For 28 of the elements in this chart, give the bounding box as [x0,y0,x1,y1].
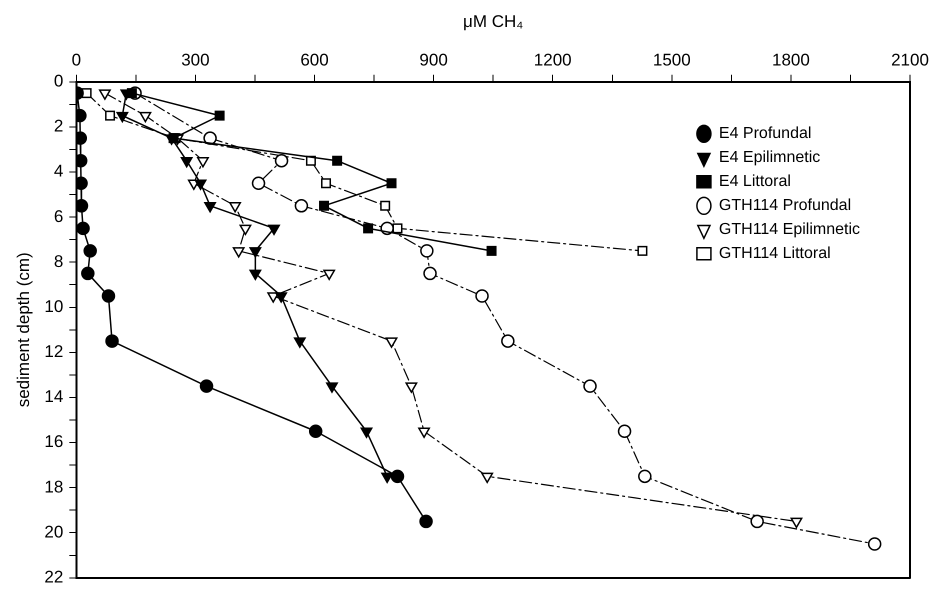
x-tick-label: 1500 [652,50,691,70]
y-tick-label: 14 [44,387,64,406]
y-tick-label: 4 [54,162,64,181]
y-tick-label: 22 [44,567,64,586]
x-tick-label: 0 [72,50,82,70]
x-axis-title: μM CH₄ [463,12,524,31]
y-axis-title: sediment depth (cm) [14,252,33,408]
legend-label: GTH114 Epilimnetic [718,221,860,238]
legend-label: E4 Profundal [718,125,812,142]
y-tick-label: 18 [44,477,64,496]
x-tick-label: 600 [300,50,329,70]
x-tick-label: 1200 [534,50,572,70]
x-tick-label: 2100 [891,50,929,70]
y-tick-label: 10 [44,296,64,316]
y-tick-label: 2 [54,116,64,136]
y-tick-label: 12 [44,342,64,362]
x-tick-label: 900 [419,50,448,70]
x-tick-label: 300 [181,50,210,70]
y-tick-label: 16 [44,432,64,452]
legend-label: GTH114 Profundal [718,197,852,214]
y-tick-label: 0 [54,71,64,90]
legend-label: E4 Epilimnetic [718,149,820,166]
x-tick-label: 1800 [772,50,810,70]
y-tick-label: 6 [54,206,64,226]
y-tick-label: 8 [54,252,64,271]
y-tick-label: 20 [44,522,64,542]
legend-label: E4 Littoral [718,173,791,190]
legend-label: GTH114 Littoral [718,245,831,262]
